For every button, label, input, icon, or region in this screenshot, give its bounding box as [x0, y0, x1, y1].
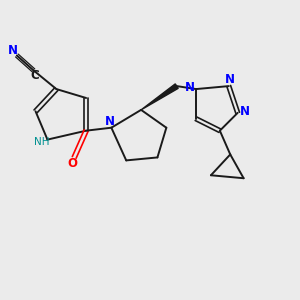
Text: N: N — [225, 73, 235, 86]
Text: N: N — [184, 81, 194, 94]
Text: N: N — [8, 44, 18, 57]
Text: C: C — [31, 69, 39, 82]
Text: O: O — [68, 158, 78, 170]
Text: N: N — [105, 115, 115, 128]
Polygon shape — [141, 84, 178, 110]
Text: NH: NH — [34, 137, 50, 147]
Text: N: N — [240, 105, 250, 118]
